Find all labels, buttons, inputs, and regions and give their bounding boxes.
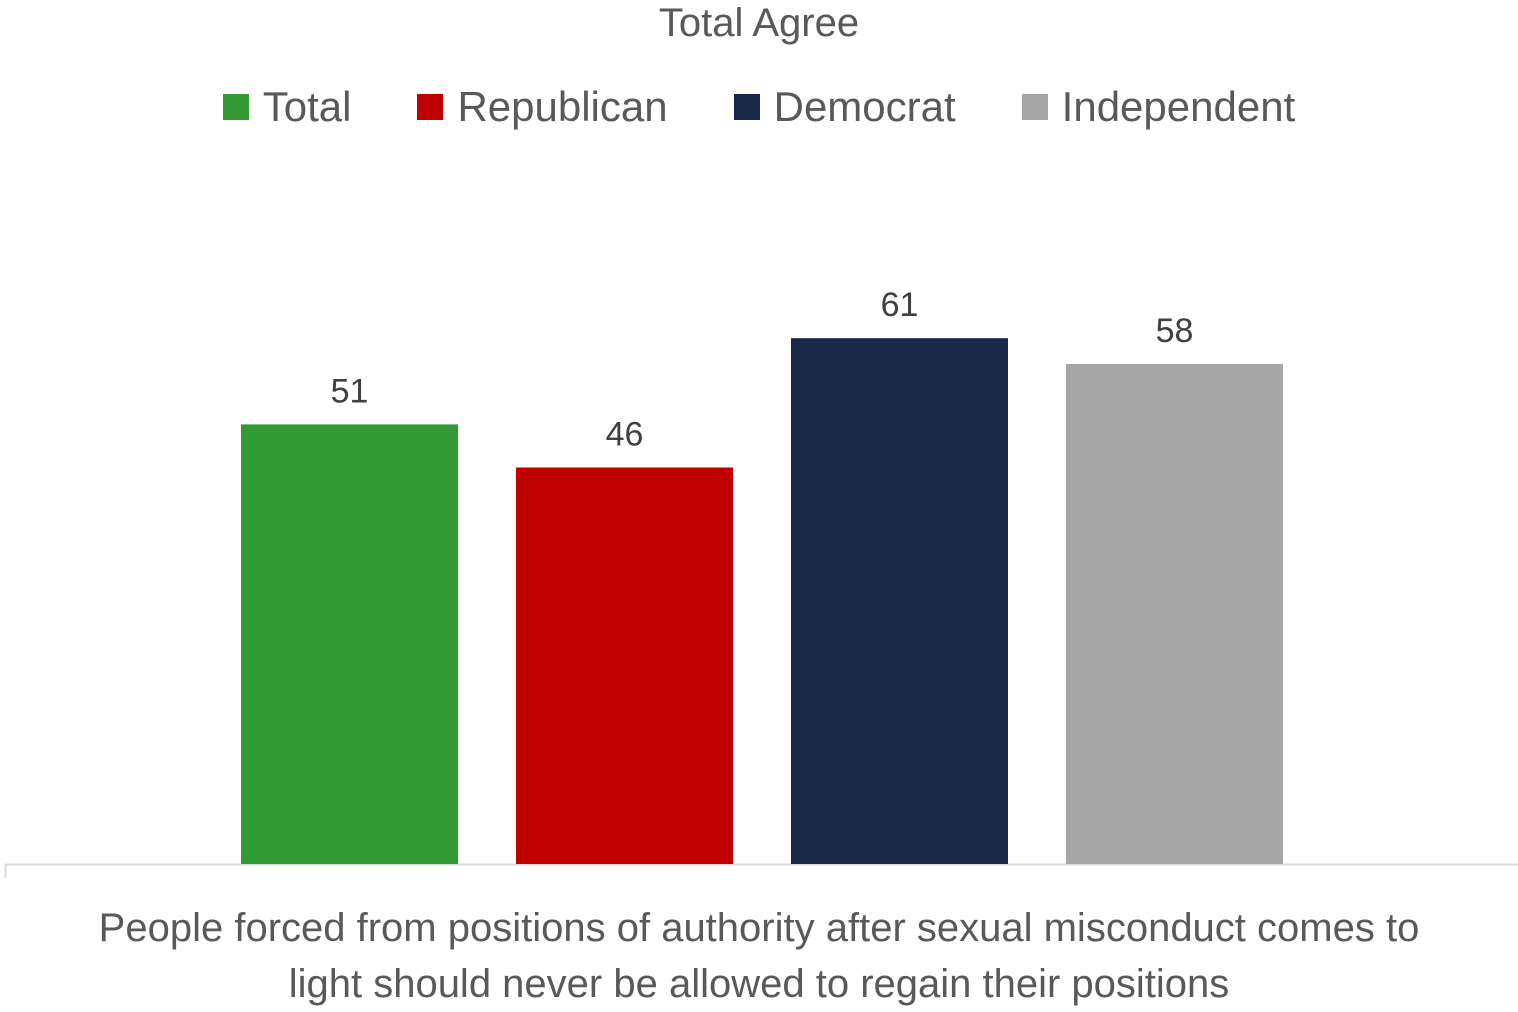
- legend-item-democrat: Democrat: [733, 82, 956, 132]
- legend: Total Republican Democrat Independent: [0, 82, 1518, 132]
- data-label-independent: 58: [1156, 312, 1194, 350]
- category-label-line-2: light should never be allowed to regain …: [288, 962, 1230, 1006]
- data-label-total: 51: [331, 372, 369, 410]
- legend-swatch-republican: [417, 94, 444, 120]
- data-label-democrat: 61: [881, 286, 919, 324]
- bar-independent: [1066, 364, 1283, 864]
- legend-label-democrat: Democrat: [773, 83, 956, 130]
- chart-title: Total Agree: [658, 1, 860, 45]
- legend-item-total: Total: [222, 82, 352, 132]
- legend-swatch-democrat: [733, 94, 760, 120]
- data-label-republican: 46: [606, 415, 644, 453]
- category-label-line-1: People forced from positions of authorit…: [98, 906, 1420, 950]
- legend-label-republican: Republican: [457, 83, 668, 130]
- bar-democrat: [791, 338, 1008, 864]
- legend-item-independent: Independent: [1021, 82, 1296, 132]
- legend-item-republican: Republican: [417, 82, 668, 132]
- legend-swatch-total: [222, 94, 249, 120]
- legend-swatch-independent: [1021, 94, 1048, 120]
- legend-label-total: Total: [262, 83, 352, 130]
- legend-label-independent: Independent: [1061, 83, 1296, 130]
- bar-total: [241, 424, 458, 864]
- category-label: People forced from positions of authorit…: [0, 900, 1518, 1012]
- bar-republican: [516, 467, 733, 864]
